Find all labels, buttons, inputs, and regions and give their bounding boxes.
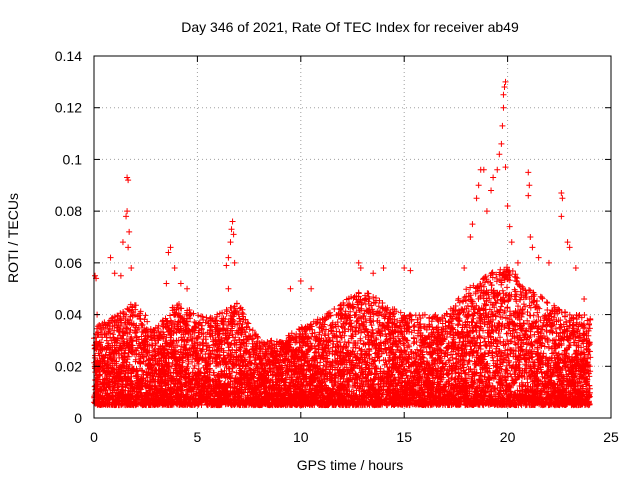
y-tick-label: 0.02 bbox=[55, 358, 82, 374]
roti-data-point bbox=[111, 270, 118, 277]
chart-title: Day 346 of 2021, Rate Of TEC Index for r… bbox=[181, 19, 519, 35]
roti-data-point bbox=[308, 285, 315, 292]
roti-data-point bbox=[401, 265, 408, 272]
roti-data-point bbox=[500, 104, 507, 111]
y-tick-label: 0.06 bbox=[55, 255, 82, 271]
plot-frame bbox=[93, 55, 612, 419]
roti-data-point bbox=[223, 262, 230, 269]
roti-data-point bbox=[228, 226, 235, 233]
x-tick-labels: 0 5 10 15 20 25 bbox=[90, 429, 619, 445]
y-axis-title: ROTI / TECUs bbox=[5, 193, 21, 283]
roti-data-point bbox=[230, 231, 237, 238]
roti-data-point bbox=[535, 254, 542, 261]
roti-data-point bbox=[380, 265, 387, 272]
roti-data-point bbox=[92, 272, 99, 279]
roti-data-point bbox=[506, 223, 513, 230]
roti-data-point bbox=[407, 267, 414, 274]
x-tick-label: 15 bbox=[396, 429, 412, 445]
roti-data-point bbox=[475, 182, 482, 189]
x-tick-label: 20 bbox=[500, 429, 516, 445]
roti-data-point bbox=[558, 190, 565, 197]
y-tick-label: 0 bbox=[74, 410, 82, 426]
roti-marker-cloud bbox=[91, 264, 594, 409]
grid-lines bbox=[94, 56, 611, 418]
data-points bbox=[91, 78, 594, 409]
roti-data-point bbox=[502, 78, 509, 85]
roti-data-point bbox=[504, 202, 511, 209]
roti-data-point bbox=[508, 239, 515, 246]
roti-data-point bbox=[559, 195, 566, 202]
roti-data-point bbox=[355, 259, 362, 266]
roti-data-point bbox=[514, 259, 521, 266]
roti-data-point bbox=[287, 285, 294, 292]
roti-data-point bbox=[526, 182, 533, 189]
roti-data-point bbox=[165, 249, 172, 256]
roti-data-point bbox=[545, 259, 552, 266]
roti-data-point bbox=[525, 169, 532, 176]
roti-data-point bbox=[494, 166, 501, 173]
roti-data-point bbox=[473, 195, 480, 202]
roti-data-point bbox=[529, 244, 536, 251]
roti-data-point bbox=[163, 280, 170, 287]
roti-data-point bbox=[581, 296, 588, 303]
roti-data-point bbox=[499, 122, 506, 129]
roti-data-point bbox=[488, 187, 495, 194]
roti-data-point bbox=[357, 265, 364, 272]
roti-data-point bbox=[483, 208, 490, 215]
x-axis-title: GPS time / hours bbox=[297, 457, 404, 473]
roti-data-point bbox=[490, 174, 497, 181]
roti-data-point bbox=[527, 234, 534, 240]
roti-data-point bbox=[498, 140, 505, 147]
roti-data-point bbox=[496, 151, 503, 158]
roti-data-point bbox=[119, 239, 126, 246]
x-tick-label: 10 bbox=[293, 429, 309, 445]
roti-data-point bbox=[297, 277, 304, 284]
roti-data-point bbox=[117, 272, 124, 279]
x-tick-label: 25 bbox=[603, 429, 619, 445]
roti-data-point bbox=[124, 174, 131, 181]
y-tick-label: 0.04 bbox=[55, 307, 82, 323]
roti-data-point bbox=[229, 218, 236, 225]
roti-data-point bbox=[177, 280, 184, 287]
x-tick-label: 5 bbox=[194, 429, 202, 445]
roti-data-point bbox=[124, 208, 131, 215]
y-tick-label: 0.12 bbox=[55, 100, 82, 116]
y-tick-labels: 0 0.02 0.04 0.06 0.08 0.1 0.12 0.14 bbox=[55, 48, 82, 426]
roti-data-point bbox=[558, 213, 565, 220]
y-tick-label: 0.1 bbox=[63, 151, 83, 167]
roti-data-point bbox=[467, 234, 474, 240]
roti-data-point bbox=[225, 254, 232, 261]
axis-ticks bbox=[93, 55, 612, 419]
roti-data-point bbox=[501, 84, 508, 91]
roti-data-point bbox=[500, 91, 507, 98]
y-tick-label: 0.08 bbox=[55, 203, 82, 219]
roti-data-point bbox=[502, 164, 509, 171]
roti-data-point bbox=[184, 285, 191, 292]
roti-data-point bbox=[126, 228, 133, 235]
y-tick-label: 0.14 bbox=[55, 48, 82, 64]
roti-data-point bbox=[480, 166, 487, 173]
roti-data-point bbox=[231, 259, 238, 266]
roti-data-point bbox=[123, 213, 130, 220]
roti-data-point bbox=[566, 244, 573, 251]
roti-data-point bbox=[469, 221, 476, 228]
roti-data-point bbox=[227, 239, 234, 246]
roti-data-point bbox=[572, 265, 579, 272]
roti-data-point bbox=[125, 177, 132, 184]
roti-data-point bbox=[461, 265, 468, 272]
roti-data-point bbox=[225, 285, 232, 292]
roti-data-point bbox=[370, 270, 377, 277]
roti-data-point bbox=[525, 192, 532, 199]
roti-data-point bbox=[167, 244, 174, 251]
roti-data-point bbox=[107, 254, 114, 261]
roti-data-point bbox=[128, 265, 135, 272]
roti-data-point bbox=[125, 244, 132, 251]
x-tick-label: 0 bbox=[90, 429, 98, 445]
roti-data-point bbox=[171, 265, 178, 272]
roti-data-point bbox=[564, 239, 571, 246]
